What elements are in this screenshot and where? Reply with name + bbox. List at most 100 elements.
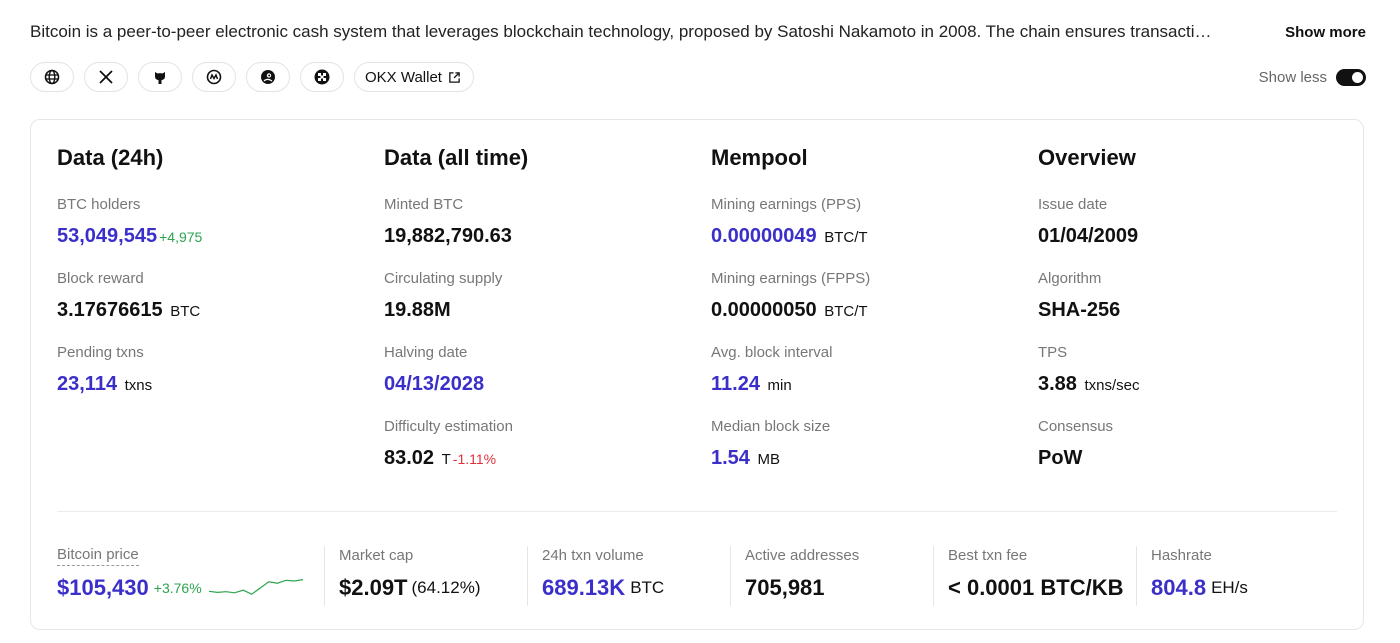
okx-icon	[314, 69, 330, 85]
value-text: 0.00000049	[711, 225, 817, 247]
value-text[interactable]: 804.8	[1151, 575, 1207, 600]
item-block-reward: Block reward 3.17676615 BTC	[57, 269, 357, 343]
item-tps: TPS 3.88 txns/sec	[1038, 343, 1338, 417]
item-value[interactable]: 04/13/2028	[384, 373, 485, 395]
item-label: Median block size	[711, 418, 831, 435]
item-value[interactable]: 11.24 min	[711, 371, 1011, 397]
stat-label: Best txn fee	[948, 547, 1028, 564]
item-label: Consensus	[1038, 418, 1114, 435]
show-less-toggle[interactable]	[1336, 68, 1366, 86]
value-text: 0.00000050	[711, 299, 817, 321]
unit-text: txns	[124, 377, 153, 394]
stat-value: 804.8 EH/s	[1151, 574, 1341, 602]
stat-market-cap: Market cap $2.09T (64.12%)	[324, 546, 527, 606]
item-minted-btc: Minted BTC 19,882,790.63	[384, 195, 684, 269]
stat-value: < 0.0001 BTC/KB	[948, 575, 1124, 600]
item-algorithm: Algorithm SHA-256	[1038, 269, 1338, 343]
column-title: Mempool	[711, 145, 808, 170]
key-stats-row: Bitcoin price $105,430 +3.76% Market cap…	[57, 546, 1341, 608]
item-circulating-supply: Circulating supply 19.88M	[384, 269, 684, 343]
item-pending-txns: Pending txns 23,114 txns	[57, 343, 357, 417]
item-value: 3.17676615 BTC	[57, 297, 357, 323]
unit-text: MB	[757, 451, 781, 468]
description-row: Bitcoin is a peer-to-peer electronic cas…	[30, 18, 1366, 46]
unit-text: EH/s	[1211, 578, 1248, 597]
item-value: SHA-256	[1038, 299, 1121, 321]
value-text: 689.13K	[542, 575, 626, 600]
coinmarketcap-icon	[206, 69, 222, 85]
item-value[interactable]: 23,114 txns	[57, 371, 357, 397]
stat-24h-txn-volume: 24h txn volume 689.13K BTC	[527, 546, 730, 606]
column-data-24h: Data (24h) BTC holders 53,049,545 +4,975 …	[57, 144, 357, 417]
column-title: Overview	[1038, 145, 1136, 170]
globe-icon	[44, 69, 60, 85]
coinmarketcap-link[interactable]	[192, 62, 236, 92]
stat-active-addresses: Active addresses 705,981	[730, 546, 933, 606]
value-text: $105,430	[57, 575, 149, 600]
value-text: 1.54	[711, 447, 750, 469]
item-label: Avg. block interval	[711, 344, 833, 361]
item-consensus: Consensus PoW	[1038, 417, 1338, 491]
item-value[interactable]: 1.54 MB	[711, 445, 1011, 471]
x-link[interactable]	[84, 62, 128, 92]
unit-text: min	[767, 377, 792, 394]
show-more-button[interactable]: Show more	[1285, 23, 1366, 41]
item-mining-earnings-pps: Mining earnings (PPS) 0.00000049 BTC/T	[711, 195, 1011, 269]
unit-text: T	[441, 451, 451, 468]
unit-text: txns/sec	[1084, 377, 1140, 394]
stat-value[interactable]: 689.13K BTC	[542, 574, 730, 602]
item-value: 19,882,790.63	[384, 225, 512, 247]
item-value[interactable]: 0.00000049 BTC/T	[711, 223, 1011, 249]
item-issue-date: Issue date 01/04/2009	[1038, 195, 1338, 269]
dominance-text: (64.12%)	[411, 578, 481, 597]
item-label: Minted BTC	[384, 196, 464, 213]
item-label: Pending txns	[57, 344, 144, 361]
stat-hashrate: Hashrate 804.8 EH/s	[1136, 546, 1341, 606]
stat-label: Market cap	[339, 547, 414, 564]
value-text: 3.88	[1038, 373, 1077, 395]
item-avg-block-interval: Avg. block interval 11.24 min	[711, 343, 1011, 417]
value-text: 11.24	[711, 373, 760, 395]
item-btc-holders: BTC holders 53,049,545 +4,975	[57, 195, 357, 269]
stat-label[interactable]: Bitcoin price	[57, 546, 139, 566]
stat-best-txn-fee: Best txn fee < 0.0001 BTC/KB	[933, 546, 1136, 606]
item-mining-earnings-fpps: Mining earnings (FPPS) 0.00000050 BTC/T	[711, 269, 1011, 343]
unit-text: BTC/T	[824, 229, 868, 246]
change-value: +3.76%	[153, 580, 202, 596]
item-label: Difficulty estimation	[384, 418, 513, 435]
okx-wallet-label: OKX Wallet	[365, 68, 442, 86]
toggle-knob	[1352, 71, 1363, 83]
item-label: BTC holders	[57, 196, 141, 213]
item-label: Algorithm	[1038, 270, 1102, 287]
okx-link[interactable]	[300, 62, 344, 92]
external-link-icon	[449, 71, 460, 83]
project-description: Bitcoin is a peer-to-peer electronic cas…	[30, 22, 1212, 41]
item-value: 83.02 T -1.11%	[384, 445, 684, 471]
item-label: Issue date	[1038, 196, 1108, 213]
item-label: Block reward	[57, 270, 144, 287]
column-mempool: Mempool Mining earnings (PPS) 0.00000049…	[711, 144, 1011, 491]
item-label: TPS	[1038, 344, 1068, 361]
github-icon	[155, 72, 165, 84]
item-value: 3.88 txns/sec	[1038, 371, 1338, 397]
item-label: Mining earnings (FPPS)	[711, 270, 871, 287]
okx-wallet-link[interactable]: OKX Wallet	[354, 62, 474, 92]
coingecko-icon	[261, 70, 275, 84]
column-overview: Overview Issue date 01/04/2009 Algorithm…	[1038, 144, 1338, 491]
stat-value: 705,981	[745, 575, 825, 600]
column-data-all-time: Data (all time) Minted BTC 19,882,790.63…	[384, 144, 684, 491]
value-text: 83.02	[384, 447, 435, 469]
value-text: 3.17676615	[57, 299, 163, 321]
website-link[interactable]	[30, 62, 74, 92]
x-twitter-icon	[99, 70, 113, 84]
coingecko-link[interactable]	[246, 62, 290, 92]
item-label: Mining earnings (PPS)	[711, 196, 862, 213]
section-divider	[57, 511, 1337, 512]
show-less-control: Show less	[1259, 68, 1366, 86]
stat-label: Hashrate	[1151, 547, 1212, 564]
github-link[interactable]	[138, 62, 182, 92]
value-text: 23,114	[57, 373, 118, 395]
item-value: 01/04/2009	[1038, 225, 1139, 247]
stat-label: 24h txn volume	[542, 547, 644, 564]
unit-text: BTC/T	[824, 303, 868, 320]
